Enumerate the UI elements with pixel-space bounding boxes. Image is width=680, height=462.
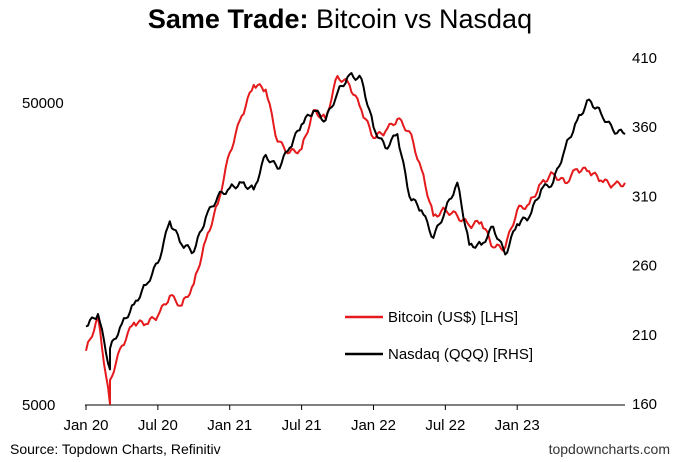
right-tick-label: 310 <box>632 188 657 205</box>
legend: Bitcoin (US$) [LHS] Nasdaq (QQQ) [RHS] <box>345 309 533 363</box>
chart-title-rest: Bitcoin vs Nasdaq <box>315 4 533 34</box>
chart-title: Same Trade: Bitcoin vs Nasdaq <box>0 4 680 34</box>
left-tick-label: 5000 <box>22 397 55 414</box>
x-tick-label: Jul 21 <box>282 417 322 434</box>
x-tick-label: Jan 23 <box>495 417 540 434</box>
legend-label-nasdaq: Nasdaq (QQQ) [RHS] <box>388 346 533 363</box>
series-line-nasdaq <box>85 72 626 371</box>
x-tick-label: Jul 22 <box>425 417 465 434</box>
right-tick-label: 210 <box>632 327 657 344</box>
chart-title-bold: Same Trade: <box>147 4 309 34</box>
source-note: Source: Topdown Charts, Refinitiv <box>10 441 221 457</box>
left-axis-ticks: 5000 50000 <box>22 95 64 414</box>
x-tick-label: Jan 20 <box>63 417 108 434</box>
legend-label-bitcoin: Bitcoin (US$) [LHS] <box>388 309 518 326</box>
right-tick-label: 360 <box>632 119 657 136</box>
x-axis-ticks: Jan 20 Jul 20 Jan 21 Jul 21 Jan 22 Jul 22 Jan … <box>63 405 540 434</box>
right-tick-label: 260 <box>632 258 657 275</box>
left-tick-label: 50000 <box>22 95 64 112</box>
series-layer <box>85 72 626 405</box>
right-tick-label: 410 <box>632 50 657 67</box>
x-tick-label: Jan 22 <box>351 417 396 434</box>
series-line-bitcoin <box>85 75 626 405</box>
right-axis-ticks: 410 360 310 260 210 160 <box>632 50 657 413</box>
credit-link: topdowncharts.com <box>548 441 670 457</box>
right-tick-label: 160 <box>632 396 657 413</box>
x-tick-label: Jan 21 <box>207 417 252 434</box>
x-tick-label: Jul 20 <box>138 417 178 434</box>
